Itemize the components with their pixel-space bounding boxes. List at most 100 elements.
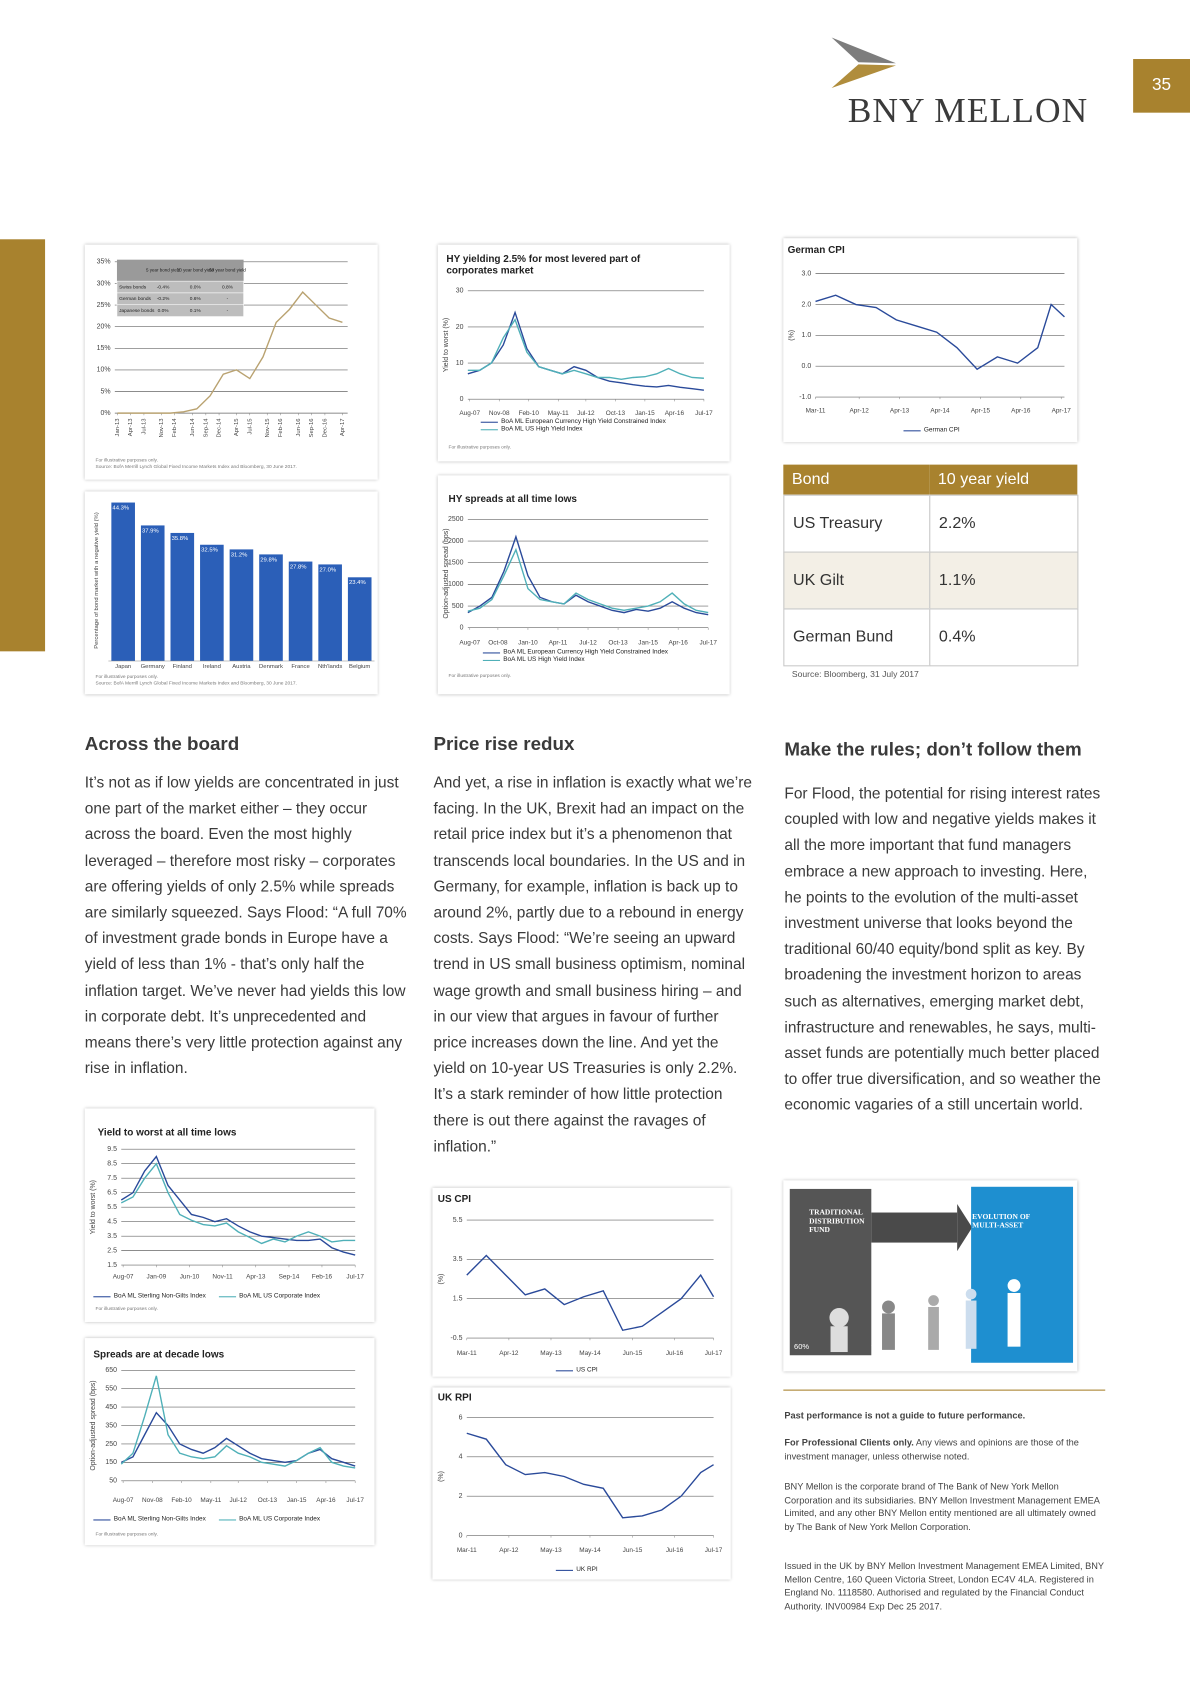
table-cell: Swiss bonds — [119, 284, 147, 290]
x-tick-label: Apr-11 — [549, 639, 568, 646]
x-tick-label: Sep-14 — [203, 418, 209, 438]
diagram: TRADITIONAL DISTRIBUTION FUND EVOLUTION … — [783, 1180, 1078, 1372]
legend-label: BoA ML US Corporate Index — [239, 1293, 321, 1300]
x-tick-label: Sep-14 — [279, 1274, 300, 1281]
y-tick-label: 450 — [105, 1404, 117, 1411]
y-tick-label: 500 — [452, 603, 464, 610]
bar — [229, 549, 254, 661]
series-line — [120, 1375, 356, 1469]
value-label: 44.3% — [112, 505, 129, 511]
figure — [882, 1313, 895, 1350]
value-label: 29.8% — [260, 557, 277, 563]
y-tick-label: 2.0 — [802, 301, 812, 308]
legend-swatch — [555, 1569, 574, 1572]
y-tick-label: 0.0 — [802, 363, 812, 370]
series-line — [467, 318, 704, 381]
y-tick-label: 5% — [100, 388, 110, 395]
legend-item: BoA ML European Currency High Yield Cons… — [480, 418, 666, 426]
legend-label: US CPI — [576, 1367, 598, 1374]
series-line — [467, 547, 709, 614]
x-tick-label: Jul-16 — [666, 1547, 684, 1554]
legend: BoA ML Sterling Non-Gilts Index BoA ML US… — [93, 1293, 320, 1301]
series-line — [120, 1162, 356, 1245]
x-tick-label: Jan-15 — [287, 1497, 307, 1504]
x-tick-label: Apr-15 — [234, 418, 240, 436]
figure — [928, 1306, 939, 1350]
x-tick-label: Jun-14 — [190, 418, 196, 437]
table-cell: German bonds — [119, 296, 151, 302]
x-tick-label: Oct-08 — [488, 639, 508, 646]
value-label: 23.4% — [349, 580, 366, 586]
legend: BoA ML European Currency High Yield Cons… — [480, 418, 666, 433]
share-label: 40% — [871, 1341, 887, 1349]
y-tick-label: 10 — [456, 360, 464, 367]
table-header: Bond — [783, 464, 930, 495]
legend-item: US CPI — [555, 1367, 598, 1375]
x-tick-label: Nov-11 — [212, 1274, 233, 1281]
x-tick-label: Feb-16 — [278, 418, 284, 437]
table-cell: Japanese bonds — [119, 308, 155, 314]
table-header: 10 year yield — [929, 464, 1078, 495]
bar — [288, 561, 313, 661]
figure — [928, 1295, 939, 1306]
legend-swatch — [482, 659, 501, 662]
legend-swatch — [480, 428, 498, 431]
bar — [318, 564, 342, 661]
table-header-bg — [116, 259, 244, 282]
table-row-bg — [116, 304, 244, 317]
legend-swatch — [903, 430, 921, 432]
x-tick-label: Apr-13 — [890, 408, 910, 415]
section-heading: Make the rules; don’t follow them — [784, 738, 1082, 760]
legend-label: BoA ML Sterling Non-Gilts Index — [113, 1516, 206, 1523]
y-tick-label: 6.5 — [107, 1190, 117, 1197]
y-tick-label: 1.5 — [453, 1296, 463, 1303]
x-tick-label: Apr-13 — [246, 1274, 266, 1281]
figure — [830, 1326, 848, 1353]
series-line — [120, 1411, 356, 1467]
chart-svg: 6 4 2 0 Mar-11 Apr-12 May-13 May-14 Jun-15 Jul-16… — [438, 1414, 723, 1554]
x-tick-label: Jul-15 — [247, 418, 253, 435]
x-tick-label: Mar-11 — [457, 1547, 477, 1554]
x-tick-label: Nov-15 — [265, 418, 271, 438]
traditional-block — [789, 1188, 872, 1356]
legend: UK RPI — [555, 1567, 598, 1575]
x-tick-label: Austria — [232, 664, 251, 670]
chart-note: Source: BofA Merrill Lynch Global Fixed … — [95, 680, 297, 686]
x-tick-label: Belgium — [349, 664, 370, 670]
x-tick-label: Nov-08 — [489, 410, 510, 417]
legend: BoA ML European Currency High Yield Cons… — [482, 649, 668, 664]
logo-text: BNY MELLON — [848, 90, 1089, 130]
table-cell: German Bund — [783, 608, 931, 667]
x-tick-label: May-11 — [200, 1497, 221, 1504]
value-label: 27.0% — [319, 567, 336, 573]
legend-label: BoA ML US Corporate Index — [239, 1516, 321, 1523]
legend: German CPI — [903, 427, 960, 435]
x-tick-label: May-14 — [579, 1350, 601, 1357]
x-tick-label: Apr-16 — [316, 1497, 336, 1504]
y-axis-label: (%) — [789, 330, 796, 341]
y-tick-label: 10% — [97, 367, 111, 374]
y-tick-label: 350 — [105, 1422, 117, 1429]
table-cell: US Treasury — [783, 494, 931, 553]
chart-title: UK RPI — [437, 1391, 472, 1403]
chart: 5.5 3.5 1.5 -0.5 Mar-11 Apr-12 May-13 May-14 Jun… — [432, 1187, 731, 1377]
value-label: 31.2% — [231, 552, 248, 558]
x-tick-label: Jul-16 — [666, 1350, 684, 1357]
y-axis-label: Percentage of bond market with a negativ… — [94, 512, 100, 649]
section-heading: Price rise redux — [433, 732, 575, 755]
x-tick-label: Apr-14 — [930, 408, 950, 415]
chart: 35% 30% 25% 20% 15% 10% 5% 0% Jan-13 Apr-13 Jul-13… — [84, 244, 378, 480]
x-tick-label: Feb-16 — [312, 1274, 333, 1281]
y-tick-label: 25% — [97, 302, 111, 309]
y-tick-label: -1.0 — [799, 394, 811, 401]
x-tick-label: Mar-11 — [806, 408, 826, 415]
x-tick-label: Nov-08 — [142, 1497, 163, 1504]
y-tick-label: 250 — [105, 1441, 117, 1448]
series-line — [467, 310, 705, 391]
x-tick-label: Ireland — [203, 664, 221, 670]
chart-note: For illustrative purposes only. — [448, 444, 511, 450]
x-tick-label: Aug-07 — [113, 1497, 134, 1504]
bar — [347, 577, 372, 661]
chart-title: HY yielding 2.5% for most levered part o… — [446, 253, 641, 276]
y-tick-label: 0 — [459, 1532, 463, 1539]
